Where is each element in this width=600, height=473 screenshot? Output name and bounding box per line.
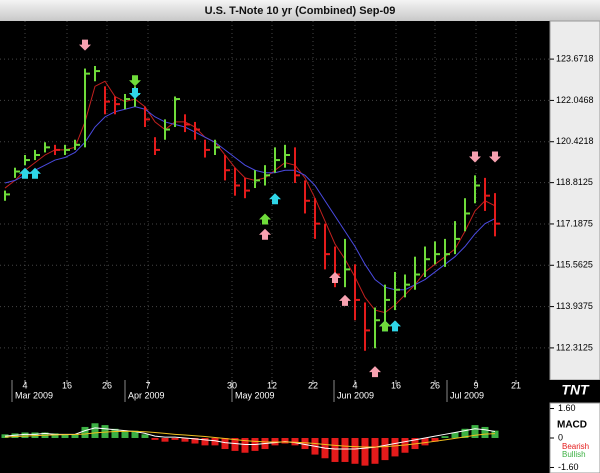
- macd-histogram-bar: [461, 428, 469, 438]
- moving-average: [4, 106, 496, 291]
- macd-line: [4, 430, 496, 448]
- legend-label: Bullish: [562, 450, 586, 459]
- y-tick-label: 123.6718: [556, 53, 594, 63]
- month-label: Jun 2009: [337, 390, 374, 400]
- macd-histogram-bar: [241, 438, 249, 453]
- month-label: Apr 2009: [128, 390, 165, 400]
- x-tick-label: 7: [145, 380, 150, 390]
- macd-histogram-bar: [471, 425, 479, 438]
- macd-histogram-bar: [301, 438, 309, 450]
- logo-box: [550, 380, 600, 403]
- macd-histogram-bar: [21, 432, 29, 438]
- macd-histogram-bar: [431, 438, 439, 442]
- signal-arrow: [269, 193, 281, 205]
- macd-histogram-bar: [81, 426, 89, 438]
- macd-histogram-bar: [351, 438, 359, 464]
- macd-histogram-bar: [451, 432, 459, 438]
- macd-histogram-bar: [71, 434, 79, 438]
- y-tick-label: 122.0468: [556, 95, 594, 105]
- signal-arrow: [369, 366, 381, 378]
- y-tick-label: 118.8125: [556, 177, 593, 187]
- signal-arrow: [469, 151, 481, 163]
- macd-histogram-bar: [141, 434, 149, 438]
- macd-title: MACD: [557, 420, 587, 431]
- macd-tick-label: 1.60: [558, 403, 576, 413]
- macd-histogram-bar: [371, 438, 379, 464]
- signal-arrow: [379, 320, 391, 332]
- macd-histogram-bar: [231, 438, 239, 451]
- macd-histogram-bar: [131, 430, 139, 438]
- signal-arrow: [259, 213, 271, 225]
- macd-histogram-bar: [171, 438, 179, 440]
- y-tick-label: 113.9375: [556, 301, 593, 311]
- macd-histogram-bar: [361, 438, 369, 466]
- month-label: Jul 2009: [450, 390, 484, 400]
- y-tick-label: 117.1875: [556, 218, 593, 228]
- x-tick-label: 4: [22, 380, 27, 390]
- y-tick-label: 112.3125: [556, 342, 593, 352]
- signal-arrow: [389, 320, 401, 332]
- x-tick-label: 9: [473, 380, 478, 390]
- signal-arrow: [29, 167, 41, 179]
- x-tick-label: 26: [102, 380, 112, 390]
- y-tick-label: 115.5625: [556, 260, 593, 270]
- macd-line: [4, 427, 496, 450]
- month-label: May 2009: [235, 390, 275, 400]
- macd-histogram-bar: [381, 438, 389, 461]
- signal-arrow: [489, 151, 501, 163]
- macd-histogram-bar: [331, 438, 339, 462]
- macd-histogram-bar: [341, 438, 349, 462]
- macd-histogram-bar: [281, 438, 289, 444]
- macd-tick-label: -1.60: [558, 462, 579, 472]
- macd-histogram-bar: [421, 438, 429, 446]
- macd-histogram-bar: [51, 433, 59, 438]
- time-axis: [0, 380, 550, 403]
- signal-arrow: [329, 272, 341, 284]
- macd-histogram-bar: [491, 430, 499, 438]
- macd-histogram-bar: [101, 425, 109, 438]
- macd-histogram-bar: [221, 438, 229, 450]
- macd-histogram-bar: [291, 438, 299, 446]
- x-tick-label: 4: [352, 380, 357, 390]
- x-tick-label: 16: [391, 380, 401, 390]
- x-tick-label: 12: [267, 380, 277, 390]
- logo: TNT: [561, 382, 590, 398]
- macd-histogram-bar: [181, 438, 189, 442]
- signal-arrow: [339, 294, 351, 306]
- macd-histogram-bar: [211, 438, 219, 446]
- price-axis-panel: [549, 20, 600, 381]
- x-tick-label: 26: [430, 380, 440, 390]
- macd-histogram-bar: [121, 430, 129, 438]
- signal-arrow: [19, 167, 31, 179]
- legend-label: Bearish: [562, 442, 589, 451]
- macd-histogram-bar: [151, 438, 159, 440]
- x-tick-label: 22: [308, 380, 318, 390]
- title-bar: [0, 0, 600, 21]
- macd-histogram-bar: [391, 438, 399, 457]
- signal-arrow: [129, 87, 141, 99]
- macd-histogram-bar: [161, 438, 169, 442]
- macd-histogram-bar: [61, 434, 69, 438]
- x-tick-label: 21: [511, 380, 521, 390]
- y-tick-label: 120.4218: [556, 136, 594, 146]
- macd-histogram-bar: [201, 438, 209, 446]
- signal-arrow: [129, 75, 141, 87]
- macd-histogram-bar: [191, 438, 199, 444]
- macd-axis-panel: [549, 402, 600, 473]
- macd-tick-label: 0: [558, 432, 563, 442]
- month-label: Mar 2009: [15, 390, 53, 400]
- x-tick-label: 16: [62, 380, 72, 390]
- moving-average: [4, 80, 496, 314]
- signal-arrow: [79, 39, 91, 51]
- chart-title: U.S. T-Note 10 yr (Combined) Sep-09: [205, 5, 396, 17]
- macd-histogram-bar: [111, 428, 119, 438]
- macd-histogram-bar: [441, 436, 449, 438]
- macd-histogram-bar: [481, 426, 489, 438]
- macd-histogram-bar: [91, 423, 99, 438]
- signal-arrow: [259, 228, 271, 240]
